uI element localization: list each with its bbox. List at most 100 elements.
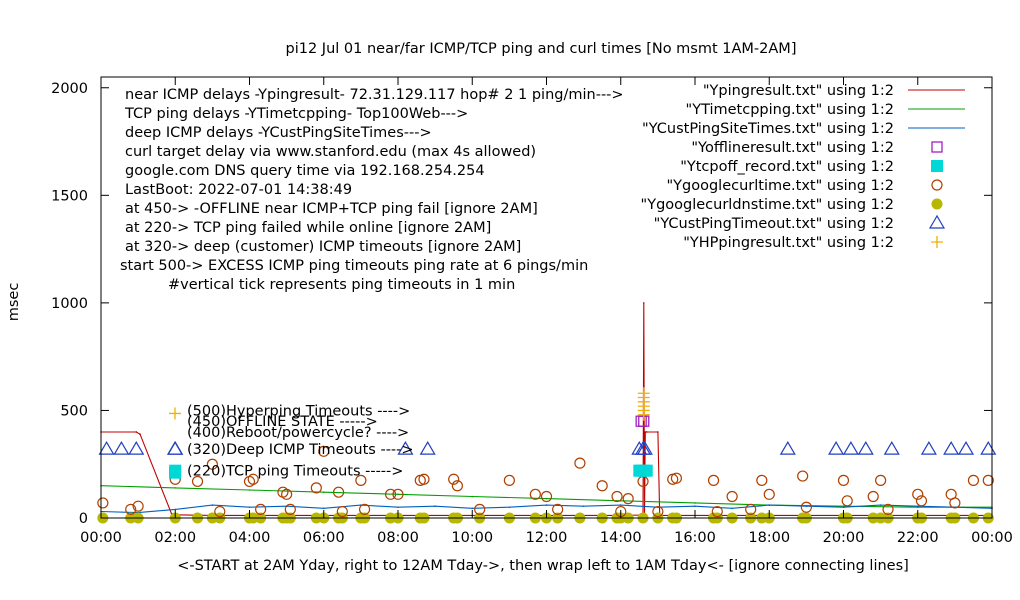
- series-circle-open-point: [384, 488, 397, 500]
- series-circle-open-point: [552, 503, 564, 515]
- level-label: (320)Deep ICMP Timeouts ---->: [187, 442, 414, 458]
- series-line-point-1: [545, 497, 548, 500]
- legend-entry-label: "YHPpingresult.txt" using 1:2: [683, 235, 894, 251]
- series-line-point-0: [645, 431, 648, 433]
- series-circle-open-point: [529, 488, 541, 500]
- series-circle-open-point: [797, 470, 809, 482]
- series-line-point-0: [135, 431, 138, 433]
- x-tick-label: 12:00: [526, 530, 568, 546]
- series-line-point-2: [694, 505, 696, 507]
- legend-entry-label: "Ygooglecurldnstime.txt" using 1:2: [641, 197, 894, 213]
- series-circle-open-point: [800, 501, 812, 513]
- series-line-point-2: [434, 505, 436, 507]
- series-triangle-open-point: [980, 440, 997, 455]
- x-axis-label: <-START at 2AM Yday, right to 12AM Tday-…: [177, 558, 909, 574]
- level-label: (400)Reboot/powercycle? ---->: [187, 425, 409, 441]
- y-tick-label: 1000: [51, 296, 88, 312]
- series-line-point-1: [322, 491, 325, 493]
- x-tick-label: 20:00: [823, 530, 865, 546]
- series-triangle-open-point: [883, 440, 900, 455]
- series-circle-open-point: [540, 490, 553, 503]
- y-tick-label: 2000: [51, 81, 88, 97]
- series-square-filled-point: [640, 464, 653, 477]
- series-circle-open-point: [837, 474, 850, 486]
- series-circle-open-point: [474, 503, 486, 515]
- series-circle-open-point: [867, 490, 879, 503]
- series-triangle-open-point: [779, 440, 796, 455]
- series-triangle-open-point: [920, 440, 937, 455]
- series-circle-open-point: [277, 486, 289, 498]
- level-label: (450)OFFLINE STATE ----->: [187, 414, 378, 430]
- info-line: near ICMP delays -Ypingresult- 72.31.129…: [125, 87, 624, 103]
- series-circle-open-point: [841, 495, 853, 507]
- legend-marker-swatch: [931, 179, 943, 191]
- info-line: TCP ping delays -YTimetcpping- Top100Web…: [124, 106, 468, 122]
- series-triangle-open-point: [113, 440, 130, 455]
- series-circle-open-point: [318, 445, 330, 457]
- series-circle-open-point: [711, 505, 723, 518]
- series-circle-open-point: [503, 474, 515, 486]
- level-annotations: (500)Hyperping Timeouts ---->(450)OFFLIN…: [166, 403, 414, 480]
- x-tick-label: 22:00: [897, 530, 939, 546]
- legend-marker-swatch: [931, 198, 943, 210]
- series-triangle-open-point: [943, 440, 960, 455]
- x-tick-label: 02:00: [154, 530, 196, 546]
- level-marker-square: [169, 466, 181, 479]
- legend-entry-label: "Ygooglecurltime.txt" using 1:2: [667, 178, 895, 194]
- series-circle-open-point: [756, 474, 768, 486]
- series-circle-open-point: [622, 493, 634, 505]
- x-tick-label: 06:00: [303, 530, 345, 546]
- series-line-point-2: [842, 506, 845, 509]
- y-tick-label: 0: [79, 511, 88, 527]
- series-line-point-2: [471, 507, 474, 510]
- chart-title: pi12 Jul 01 near/far ICMP/TCP ping and c…: [286, 41, 797, 57]
- series-circle-open-point: [882, 503, 894, 515]
- level-label: (500)Hyperping Timeouts ---->: [187, 403, 410, 419]
- series-line-point-0: [139, 433, 141, 435]
- series-line-point-1: [694, 502, 696, 504]
- series-circle-open-point: [358, 503, 371, 515]
- series-triangle-open-point: [419, 440, 436, 455]
- plot-frame: 0 500 1000 1500 2000 00:00 02:00 04:00 06:00 08:0…: [51, 76, 1013, 546]
- series-circle-open-point: [611, 490, 623, 503]
- series-triangle-open-point: [828, 440, 845, 455]
- series-line-point-1: [248, 489, 251, 491]
- series-line-point-2: [768, 504, 771, 506]
- series-line-point-2: [545, 504, 548, 506]
- series-circle-open-point: [191, 475, 204, 488]
- x-tick-label: 04:00: [229, 530, 271, 546]
- series-line-point-1: [174, 487, 177, 489]
- series-circle-open-point: [574, 457, 586, 469]
- series-circle-open-point: [967, 474, 980, 486]
- info-line: at 450-> -OFFLINE near ICMP+TCP ping fai…: [125, 201, 538, 217]
- series-line-point-2: [805, 505, 808, 507]
- series-circle-open-point: [448, 473, 460, 485]
- series-circle-open-point: [652, 505, 664, 518]
- legend-entry-label: "Ytcpoff_record.txt" using 1:2: [680, 159, 894, 175]
- series-line-point-0: [642, 302, 645, 304]
- info-line: google.com DNS query time via 192.168.25…: [125, 163, 485, 179]
- x-tick-label: 00:00: [80, 530, 122, 546]
- series-circle-open-point: [355, 474, 367, 486]
- series-circle-open-point: [875, 474, 887, 486]
- series-circle-open-point: [247, 473, 259, 485]
- series-circle-open-point: [915, 495, 928, 507]
- series-circle-open-point: [726, 490, 738, 503]
- series-line-point-1: [471, 495, 474, 498]
- level-label: (220)TCP ping Timeouts ----->: [187, 464, 403, 480]
- series-circle-open-point: [670, 472, 683, 484]
- legend-marker-swatch: [931, 236, 943, 248]
- y-tick-label: 1500: [51, 188, 88, 204]
- legend-entry-label: "Ypingresult.txt" using 1:2: [703, 83, 894, 99]
- info-line: at 220-> TCP ping failed while online [i…: [125, 220, 491, 236]
- series-circle-open-point: [707, 474, 720, 486]
- legend-marker-swatch: [931, 160, 943, 172]
- series-circle-open-point: [596, 480, 608, 492]
- series-triangle-open-point: [957, 440, 975, 455]
- series-line-point-1: [397, 493, 399, 496]
- series-triangle-open-point: [128, 440, 145, 455]
- series-line-point-2: [211, 504, 214, 506]
- info-line: at 320-> deep (customer) ICMP timeouts […: [125, 239, 521, 255]
- series-line-point-2: [322, 507, 325, 510]
- level-marker-triangle: [166, 440, 184, 455]
